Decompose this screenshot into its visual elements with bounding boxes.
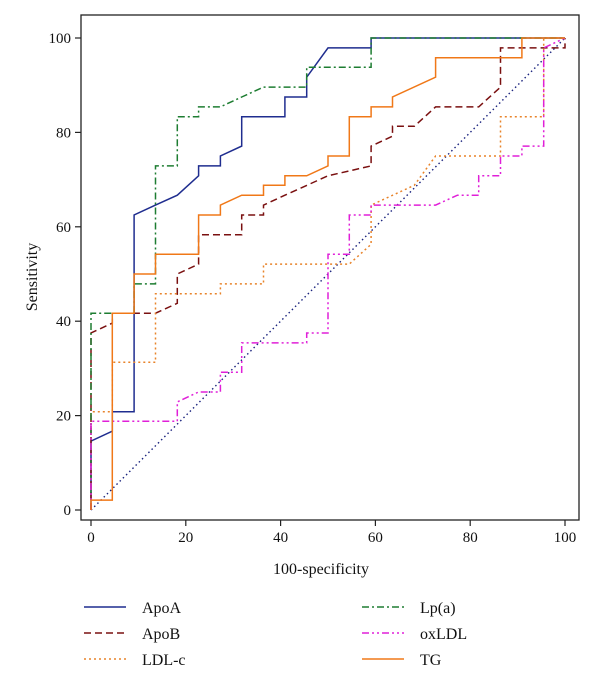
x-axis-ticks: 0 20 40 60 80 100	[87, 520, 576, 546]
y-tick-label: 20	[56, 409, 71, 425]
x-tick-label: 0	[87, 530, 95, 546]
plot-border	[80, 14, 580, 521]
x-tick-label: 20	[178, 530, 193, 546]
y-tick-label: 100	[49, 31, 72, 47]
legend-label: TG	[420, 652, 442, 669]
series-line-lp-a-	[90, 37, 565, 510]
legend-label: LDL-c	[142, 652, 186, 669]
series-line-tg	[90, 37, 565, 510]
y-tick-label: 60	[56, 220, 71, 236]
x-tick-label: 100	[554, 530, 577, 546]
y-axis-ticks: 0 20 40 60 80 100	[49, 31, 81, 519]
plot-frame	[80, 14, 580, 521]
x-tick-label: 40	[273, 530, 288, 546]
legend-label: Lp(a)	[420, 600, 456, 617]
x-tick-label: 60	[368, 530, 383, 546]
y-tick-label: 80	[56, 125, 71, 141]
legend-label: ApoB	[142, 626, 180, 643]
legend-label: ApoA	[142, 600, 182, 617]
series-layer	[90, 37, 566, 510]
legend: ApoA ApoB LDL-c Lp(a) oxLDL TG	[84, 600, 467, 669]
series-line-apoa	[90, 37, 565, 510]
y-axis-title: Sensitivity	[24, 243, 41, 311]
series-line-oxldl	[90, 37, 566, 510]
legend-label: oxLDL	[420, 626, 467, 643]
x-tick-label: 80	[463, 530, 478, 546]
y-tick-label: 40	[56, 314, 71, 330]
y-tick-label: 0	[64, 503, 72, 519]
series-line-ldl-c	[90, 37, 565, 510]
x-axis-title: 100-specificity	[273, 561, 369, 578]
series-line-apob	[90, 38, 566, 510]
